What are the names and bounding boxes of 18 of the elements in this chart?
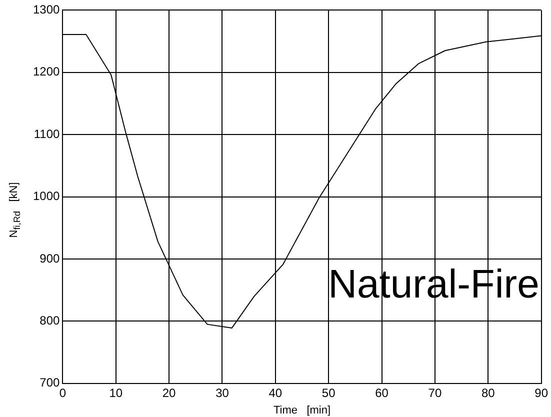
x-tick-label: 10 [109, 386, 123, 400]
y-tick-label: 1100 [34, 126, 60, 141]
x-tick-label: 30 [216, 386, 230, 400]
x-axis-title: Time [min] [273, 404, 331, 416]
y-tick-label: 1000 [32, 189, 60, 204]
y-tick-label: 1300 [32, 2, 60, 17]
x-tick-label: 70 [428, 386, 442, 400]
y-tick-label: 1200 [32, 64, 60, 79]
y-tick-label: 900 [40, 251, 60, 266]
x-tick-label: 80 [481, 386, 496, 400]
y-tick-label: 800 [40, 314, 60, 328]
x-tick-label: 50 [322, 386, 336, 400]
x-tick-label: 90 [534, 386, 548, 400]
x-tick-label: 0 [59, 386, 66, 400]
x-tick-label: 40 [268, 386, 282, 400]
x-tick-label: 60 [375, 386, 389, 400]
x-tick-label: 20 [162, 386, 176, 400]
y-tick-label: 700 [40, 376, 60, 390]
